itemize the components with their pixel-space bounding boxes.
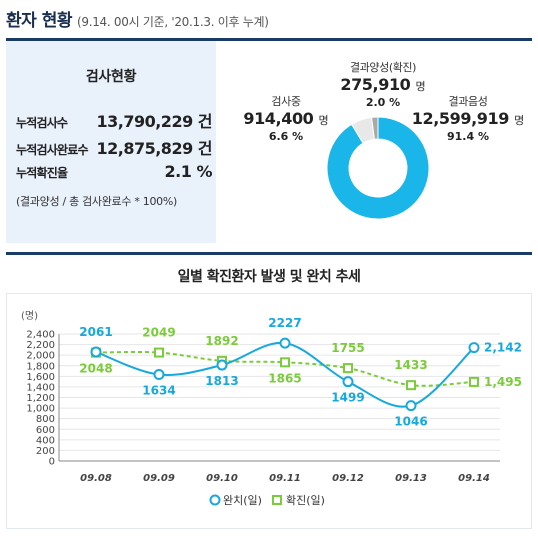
point-confirmed <box>469 376 479 387</box>
point-recovered <box>468 342 480 354</box>
legend-marker-confirmed <box>272 495 282 505</box>
data-label-recovered: 2061 <box>79 325 112 339</box>
pie-positive-pct: 2.0 % <box>365 96 401 109</box>
legend-label-confirmed: 확진(일) <box>286 493 325 507</box>
page-subtitle: (9.14. 00시 기준, '20.1.3. 이후 누계) <box>76 15 269 29</box>
test-stats-title: 검사현황 <box>85 69 137 85</box>
y-tick-label: 2,200 <box>26 340 55 351</box>
point-recovered <box>90 346 102 358</box>
point-confirmed <box>343 363 353 374</box>
y-tick-label: 2,400 <box>26 330 55 341</box>
pie-negative-name: 결과음성 <box>448 95 488 108</box>
pie-negative-unit: 명 <box>514 114 525 127</box>
stat-label: 누적검사완료수 <box>16 143 88 157</box>
data-label-confirmed: 1755 <box>331 341 364 355</box>
data-label-recovered: 2,142 <box>484 341 522 355</box>
x-tick-label: 09.11 <box>269 473 301 484</box>
data-label-confirmed: 1865 <box>268 371 301 385</box>
test-result-pie-panel: 결과양성(확진) 275,910 명 2.0 % 검사중 914,400 명 6… <box>216 41 532 243</box>
pie-negative-value: 12,599,919 <box>411 109 510 128</box>
pie-positive-name: 결과양성(확진) <box>349 61 417 74</box>
x-tick-label: 09.10 <box>206 473 238 484</box>
legend-label-recovered: 완치(일) <box>223 493 262 507</box>
y-tick-label: 400 <box>36 435 55 446</box>
section-divider <box>6 252 532 255</box>
point-recovered <box>279 337 291 349</box>
pie-slice-positive <box>371 116 379 140</box>
page-title: 환자 현황 <box>6 11 72 31</box>
test-stats-panel: 검사현황 누적검사수 13,790,229 건 누적검사완료수 12,875,8… <box>6 41 216 243</box>
data-label-recovered: 2227 <box>268 316 301 330</box>
pie-positive-unit: 명 <box>415 80 426 93</box>
pie-positive-value: 275,910 <box>340 75 411 94</box>
pie-label-testing: 검사중 914,400 명 6.6 % <box>241 93 331 143</box>
y-tick-label: 600 <box>36 425 55 436</box>
pie-testing-value: 914,400 <box>243 109 314 128</box>
data-label-confirmed: 1892 <box>205 334 238 348</box>
pie-negative-pct: 91.4 % <box>447 130 489 143</box>
data-label-recovered: 1634 <box>142 384 175 398</box>
point-confirmed <box>154 347 164 358</box>
data-label-confirmed: 1433 <box>394 358 427 372</box>
data-label-confirmed: 2048 <box>79 362 112 376</box>
donut-chart <box>326 116 430 220</box>
stat-row-positive-rate: 누적확진율 2.1 % <box>16 162 213 181</box>
y-tick-label: 1,600 <box>26 372 55 383</box>
data-label-recovered: 1499 <box>331 391 364 405</box>
page-header: 환자 현황 (9.14. 00시 기준, '20.1.3. 이후 누계) <box>6 6 269 31</box>
point-recovered <box>342 376 354 388</box>
x-tick-label: 09.14 <box>458 473 490 484</box>
x-tick-label: 09.12 <box>332 473 364 484</box>
stat-row-total-tests: 누적검사수 13,790,229 건 <box>16 108 212 132</box>
pie-slice-negative <box>326 116 430 220</box>
y-tick-label: 1,800 <box>26 361 55 372</box>
pie-testing-name: 검사중 <box>271 95 301 108</box>
trend-chart-panel: (명) 0 200 400 600 800 1,000 1,200 1,400 1,600 1,80… <box>6 293 532 529</box>
point-recovered <box>405 400 417 412</box>
data-label-recovered: 1046 <box>394 415 427 429</box>
pie-label-negative: 결과음성 12,599,919 명 91.4 % <box>409 93 527 143</box>
y-tick-label: 1,400 <box>26 382 55 393</box>
trend-line-chart: (명) 02004006008001,0001,2001,4001,6001,80… <box>21 310 522 507</box>
y-tick-label: 1,200 <box>26 393 55 404</box>
stat-row-completed-tests: 누적검사완료수 12,875,829 건 <box>16 135 212 159</box>
x-tick-label: 09.13 <box>395 473 427 484</box>
y-tick-label: 0 <box>49 457 55 468</box>
point-recovered <box>153 369 165 381</box>
stat-value: 12,875,829 건 <box>96 139 212 158</box>
stat-label: 누적확진율 <box>16 166 68 180</box>
point-confirmed <box>280 357 290 368</box>
chart-title: 일별 확진환자 발생 및 완치 추세 <box>177 269 361 285</box>
y-tick-label: 800 <box>36 414 55 425</box>
legend-marker-recovered <box>209 494 221 506</box>
stat-value: 13,790,229 건 <box>96 112 212 131</box>
stats-formula-note: (결과양성 / 총 검사완료수 * 100%) <box>16 195 178 208</box>
x-tick-label: 09.08 <box>80 473 112 484</box>
stat-label: 누적검사수 <box>16 116 68 130</box>
stat-value: 2.1 % <box>164 162 213 181</box>
y-axis-label: (명) <box>21 310 38 322</box>
data-label-confirmed: 2049 <box>142 326 175 340</box>
data-label-confirmed: 1,495 <box>484 375 522 389</box>
pie-label-positive: 결과양성(확진) 275,910 명 2.0 % <box>328 59 438 109</box>
point-confirmed <box>406 380 416 391</box>
y-tick-label: 2,000 <box>26 351 55 362</box>
pie-testing-unit: 명 <box>318 114 329 127</box>
y-tick-label: 200 <box>36 446 55 457</box>
data-label-recovered: 1813 <box>205 374 238 388</box>
point-recovered <box>216 359 228 371</box>
header-divider <box>6 38 532 41</box>
x-tick-label: 09.09 <box>143 473 175 484</box>
pie-testing-pct: 6.6 % <box>268 130 304 143</box>
y-tick-label: 1,000 <box>26 404 55 415</box>
